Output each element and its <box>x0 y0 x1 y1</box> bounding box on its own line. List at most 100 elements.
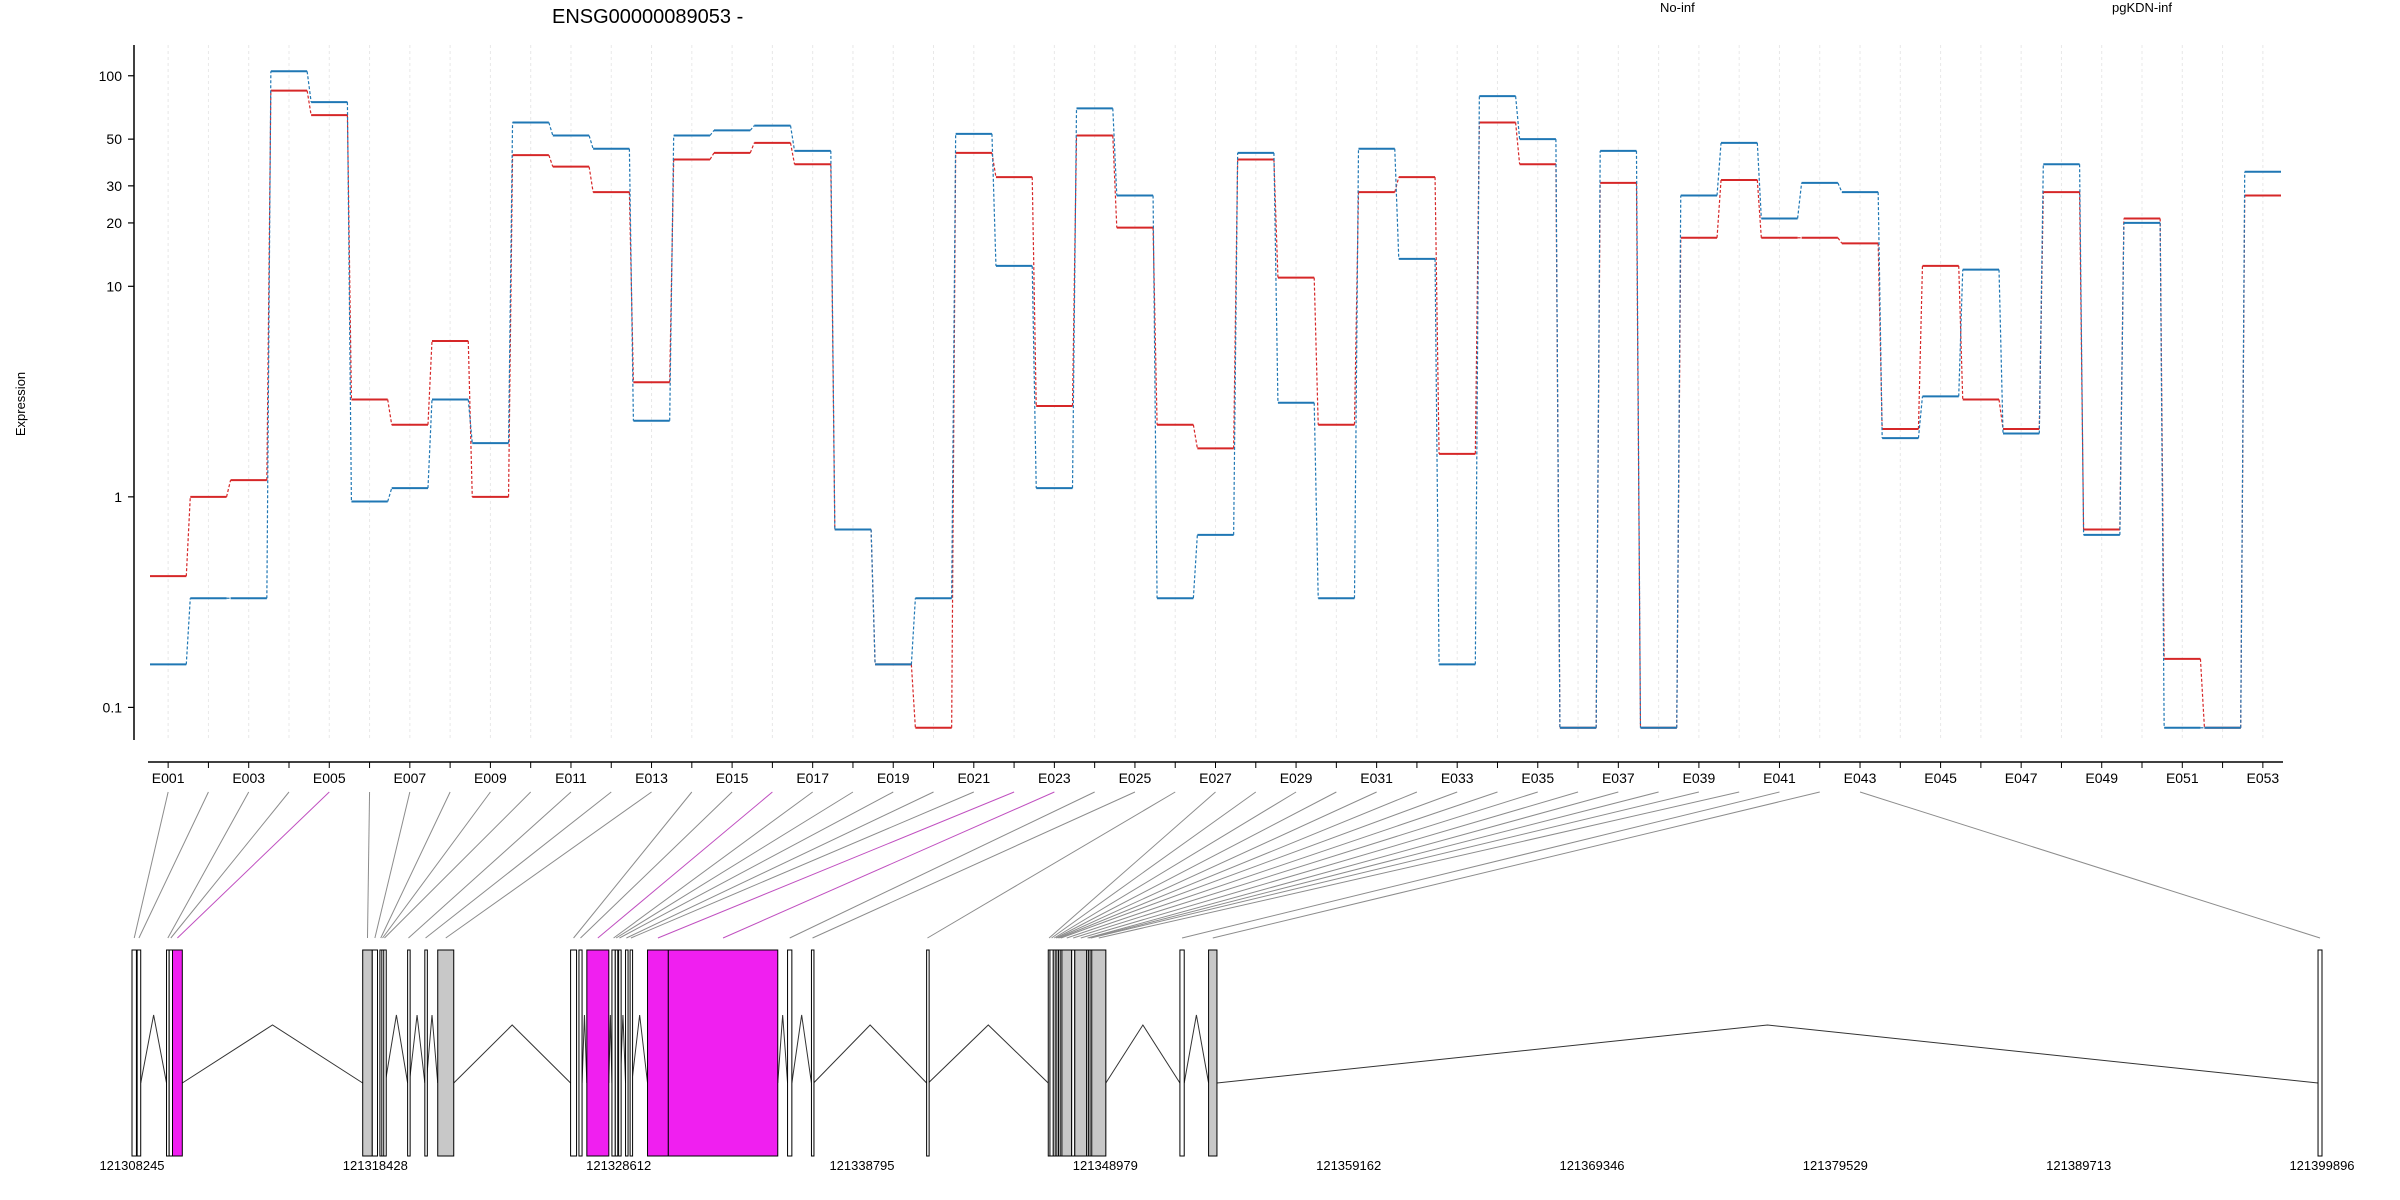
intron-line <box>631 1014 649 1084</box>
coordinate-label: 121318428 <box>343 1158 408 1173</box>
connector-line <box>580 791 733 939</box>
data-step <box>225 480 232 497</box>
connector-line <box>1181 791 1780 939</box>
data-step <box>185 496 191 577</box>
connector-line <box>1087 791 1619 939</box>
x-tick-label: E045 <box>1924 770 1957 786</box>
x-tick-label: E017 <box>796 770 829 786</box>
data-step <box>507 122 514 444</box>
connector-line <box>613 791 813 939</box>
legend-label-no-inf: No-inf <box>1660 0 1695 15</box>
data-step <box>1434 177 1440 454</box>
data-step <box>870 529 876 665</box>
x-tick-label: E025 <box>1119 770 1152 786</box>
data-step <box>1192 424 1198 449</box>
data-step <box>1676 195 1682 728</box>
connector-line <box>167 791 250 939</box>
data-step <box>1998 269 2004 434</box>
connector-line <box>1089 791 1659 939</box>
data-step <box>789 125 796 151</box>
coordinate-label: 121399896 <box>2289 1158 2354 1173</box>
data-step <box>588 166 594 193</box>
connector-line <box>1080 791 1579 939</box>
data-step <box>951 152 957 728</box>
data-step <box>1635 150 1642 728</box>
connector-line <box>657 791 1015 939</box>
y-axis-label: Expression <box>13 372 28 436</box>
connector-line <box>366 791 371 939</box>
exon-box <box>383 949 387 1157</box>
data-step <box>1273 152 1279 403</box>
x-tick-label: E047 <box>2005 770 2038 786</box>
data-step <box>1756 142 1762 219</box>
data-step <box>2199 658 2206 728</box>
data-step <box>387 487 393 502</box>
exon-box <box>1091 949 1107 1157</box>
vertical-grid <box>167 45 2264 740</box>
data-step <box>1837 237 1843 244</box>
connector-line <box>425 791 612 939</box>
legend-label-pgkdn-inf: pgKDN-inf <box>2112 0 2172 15</box>
x-tick-label: E043 <box>1844 770 1877 786</box>
data-step <box>2078 164 2085 535</box>
exon-box <box>1179 949 1185 1157</box>
data-step <box>1797 182 1803 219</box>
connector-line <box>927 791 1176 939</box>
data-step <box>789 142 796 165</box>
data-step <box>1998 399 2004 430</box>
data-step <box>1233 152 1239 535</box>
exon-box <box>810 949 815 1157</box>
exon-box <box>131 949 137 1157</box>
connector-line <box>1073 791 1538 939</box>
coordinate-label: 121328612 <box>586 1158 651 1173</box>
x-tick-label: E009 <box>474 770 507 786</box>
intron-line <box>140 1014 168 1084</box>
x-tick-label: E035 <box>1521 770 1554 786</box>
data-step <box>1837 182 1843 193</box>
data-step <box>991 152 997 178</box>
data-step <box>1394 176 1400 193</box>
data-step <box>548 154 554 167</box>
x-tick-label: E051 <box>2166 770 2199 786</box>
coordinate-label: 121308245 <box>99 1158 164 1173</box>
data-step <box>1434 258 1440 665</box>
data-step <box>1595 150 1601 728</box>
x-tick-label: E015 <box>716 770 749 786</box>
x-tick-label: E053 <box>2247 770 2280 786</box>
connector-line <box>597 791 773 939</box>
exon-box <box>1074 949 1088 1157</box>
coordinate-label: 121379529 <box>1803 1158 1868 1173</box>
intron-line <box>1105 1024 1181 1084</box>
exon-box <box>629 949 634 1157</box>
intron-line <box>813 1024 927 1084</box>
connector-line <box>1048 791 1216 939</box>
exon-box <box>614 949 619 1157</box>
intron-line <box>425 1014 439 1084</box>
connector-line <box>1051 791 1257 939</box>
connector-line <box>1053 791 1297 939</box>
y-tick-label: 30 <box>106 178 122 194</box>
connector-line <box>812 791 1136 939</box>
exon-box <box>1208 949 1218 1157</box>
x-tick-label: E049 <box>2085 770 2118 786</box>
x-tick-label: E011 <box>555 770 587 786</box>
data-step <box>1877 243 1883 430</box>
data-step <box>1031 265 1037 489</box>
connector-line <box>1859 791 2321 939</box>
data-step <box>1112 135 1118 228</box>
exon-box <box>787 949 793 1157</box>
connector-line <box>1060 791 1458 939</box>
connector-line <box>630 791 974 939</box>
data-step <box>588 135 594 149</box>
data-step <box>669 135 675 421</box>
x-tick-label: E029 <box>1280 770 1313 786</box>
exon-box <box>625 949 629 1157</box>
intron-line <box>384 1014 409 1084</box>
data-step <box>1917 265 1924 430</box>
coordinate-label: 121369346 <box>1559 1158 1624 1173</box>
data-step <box>709 152 715 160</box>
connector-line <box>1055 791 1337 939</box>
x-tick-label: E019 <box>877 770 910 786</box>
data-step <box>2078 192 2085 530</box>
connector-line <box>626 791 934 939</box>
